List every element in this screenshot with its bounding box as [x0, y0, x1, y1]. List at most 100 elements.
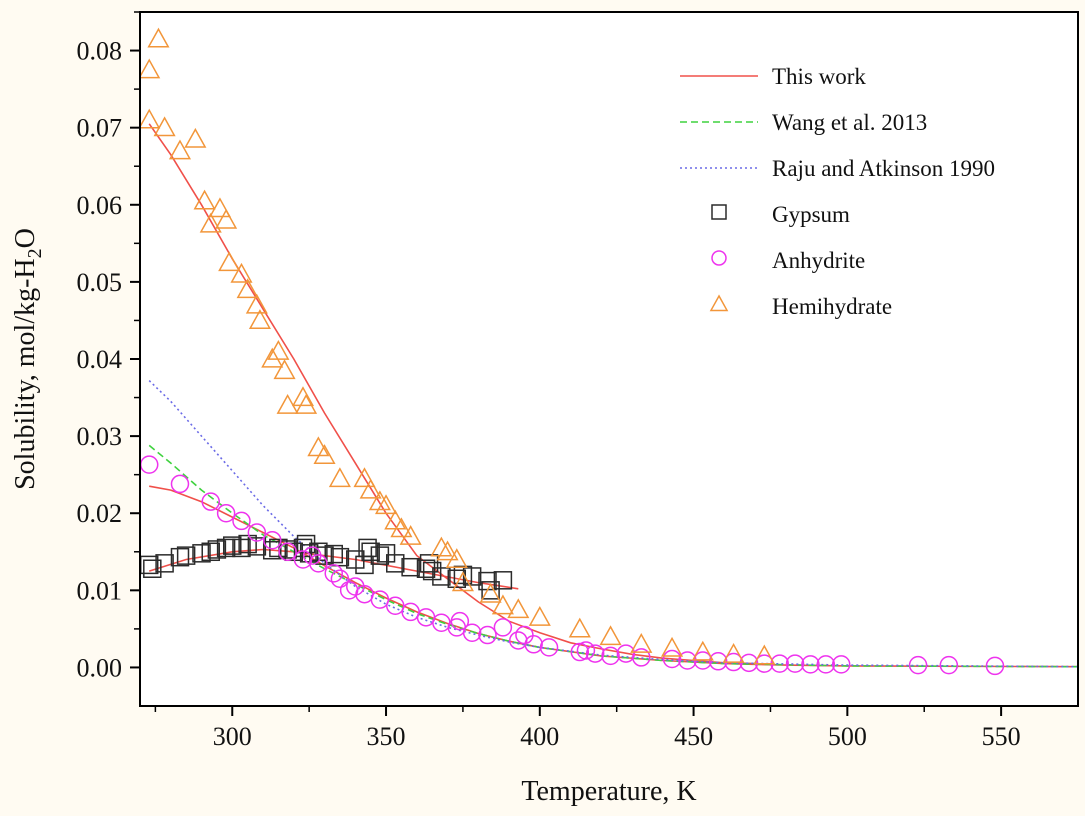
y-tick-label-7: 0.07: [77, 114, 123, 143]
anhydrite-point-5: [247, 523, 267, 542]
hemihydrate-point-27: [374, 494, 398, 515]
hemihydrate-point-19: [291, 386, 315, 407]
hemihydrate-point-0: [140, 58, 161, 79]
anhydrite-point-29: [539, 638, 559, 657]
anhydrite-point-3: [216, 503, 236, 523]
anhydrite-point-11: [324, 564, 344, 583]
hemihydrate-point-4: [168, 139, 192, 160]
hemihydrate-point-44: [722, 643, 745, 663]
hemihydrate-point-22: [313, 444, 336, 464]
hemihydrate-point-10: [218, 251, 241, 272]
legend: This work Wang et al. 2013 Raju and Atkins…: [680, 64, 995, 319]
anhydrite-point-25: [493, 618, 513, 637]
anhydrite-point-31: [576, 641, 596, 660]
hemihydrate-point-6: [193, 189, 216, 210]
hemihydrate-point-9: [215, 208, 238, 229]
anhydrite-point-1: [170, 474, 190, 494]
anhydrite-point-45: [801, 655, 820, 674]
y-tick-label-8: 0.08: [77, 37, 123, 66]
hemihydrate-point-42: [660, 636, 684, 657]
anhydrite-point-2: [201, 492, 220, 511]
gypsum-point-40: [481, 581, 500, 600]
legend-gypsum-swatch: [711, 204, 727, 220]
hemihydrate-point-24: [353, 467, 376, 488]
legend-gypsum-label: Gypsum: [772, 202, 850, 227]
anhydrite-point-48: [908, 655, 928, 675]
hemihydrate-point-32: [436, 540, 459, 561]
gypsum-point-13: [262, 540, 282, 560]
x-tick-label-2: 400: [520, 722, 559, 751]
y-tick-label-4: 0.04: [77, 345, 123, 374]
hemihydrate-point-13: [245, 293, 268, 314]
legend-anhydrite-swatch: [711, 250, 727, 266]
anhydrite-point-27: [515, 625, 534, 645]
hemihydrate-point-17: [273, 359, 296, 380]
legend-this-work-label: This work: [772, 64, 866, 89]
anhydrite-point-49: [939, 655, 959, 675]
y-tick-label-3: 0.03: [77, 422, 123, 451]
hemihydrate-point-1: [147, 27, 170, 48]
legend-anhydrite-label: Anhydrite: [772, 248, 865, 273]
gypsum-point-4: [176, 546, 196, 565]
gypsum-point-20: [309, 542, 328, 562]
anhydrite-point-35: [632, 648, 651, 667]
anhydrite-point-4: [232, 511, 251, 531]
anhydrite-point-32: [585, 644, 605, 663]
data-markers: [140, 27, 1005, 676]
gypsum-point-28: [370, 546, 390, 565]
gypsum-point-23: [330, 547, 350, 567]
x-tick-label-3: 450: [674, 722, 713, 751]
anhydrite-point-6: [262, 530, 282, 550]
hemihydrate-point-37: [507, 598, 530, 619]
hemihydrate-point-38: [528, 606, 551, 626]
gypsum-point-33: [419, 554, 439, 573]
hemihydrate-point-40: [599, 625, 622, 646]
gypsum-point-22: [324, 544, 344, 564]
gypsum-point-26: [358, 538, 377, 558]
hemihydrate-point-2: [140, 108, 161, 129]
hemihydrate-point-35: [479, 582, 502, 603]
gypsum-point-18: [296, 534, 316, 554]
legend-wang-et-al-2013-label: Wang et al. 2013: [772, 110, 927, 135]
anhydrite-point-14: [346, 577, 365, 596]
hemihydrate-point-33: [445, 548, 468, 569]
axes: 300 350 400 450 500 550 0.00 0.01 0.02 0.03 0.04 0.…: [77, 11, 1079, 751]
hemihydrate-point-26: [368, 490, 391, 511]
gypsum-point-3: [170, 547, 190, 567]
hemihydrate-point-18: [276, 393, 299, 414]
y-tick-label-0: 0.00: [77, 653, 123, 682]
hemihydrate-point-5: [184, 127, 207, 148]
anhydrite-point-39: [708, 652, 728, 671]
hemihydrate-point-29: [390, 517, 413, 538]
gypsum-point-36: [447, 569, 467, 589]
hemihydrate-point-41: [630, 632, 653, 653]
y-axis-label-tail: O: [10, 228, 41, 248]
hemihydrate-point-31: [430, 536, 453, 557]
hemihydrate-point-15: [261, 347, 284, 368]
x-tick-label-0: 300: [213, 722, 252, 751]
anhydrite-point-30: [570, 642, 590, 662]
hemihydrate-point-23: [328, 467, 351, 488]
anhydrite-point-24: [478, 625, 497, 645]
y-axis-label-subscript: 2: [24, 248, 46, 258]
hemihydrate-point-16: [267, 339, 290, 360]
hemihydrate-point-43: [691, 640, 714, 661]
gypsum-point-41: [493, 571, 513, 590]
hemihydrate-point-3: [153, 116, 176, 137]
anhydrite-point-46: [816, 655, 836, 674]
anhydrite-point-12: [330, 569, 350, 589]
y-axis-label-main: Solubility, mol/kg-H: [10, 258, 41, 490]
hemihydrate-point-11: [230, 262, 253, 283]
anhydrite-point-22: [450, 611, 470, 631]
hemihydrate-point-20: [295, 393, 318, 414]
hemihydrate-point-14: [248, 309, 271, 330]
gypsum-point-10: [232, 538, 251, 558]
hemihydrate-point-34: [451, 571, 474, 592]
x-tick-label-1: 350: [367, 722, 406, 751]
anhydrite-point-28: [524, 635, 543, 654]
anhydrite-point-10: [309, 554, 328, 573]
y-tick-label-5: 0.05: [77, 268, 123, 297]
anhydrite-point-7: [278, 542, 297, 562]
